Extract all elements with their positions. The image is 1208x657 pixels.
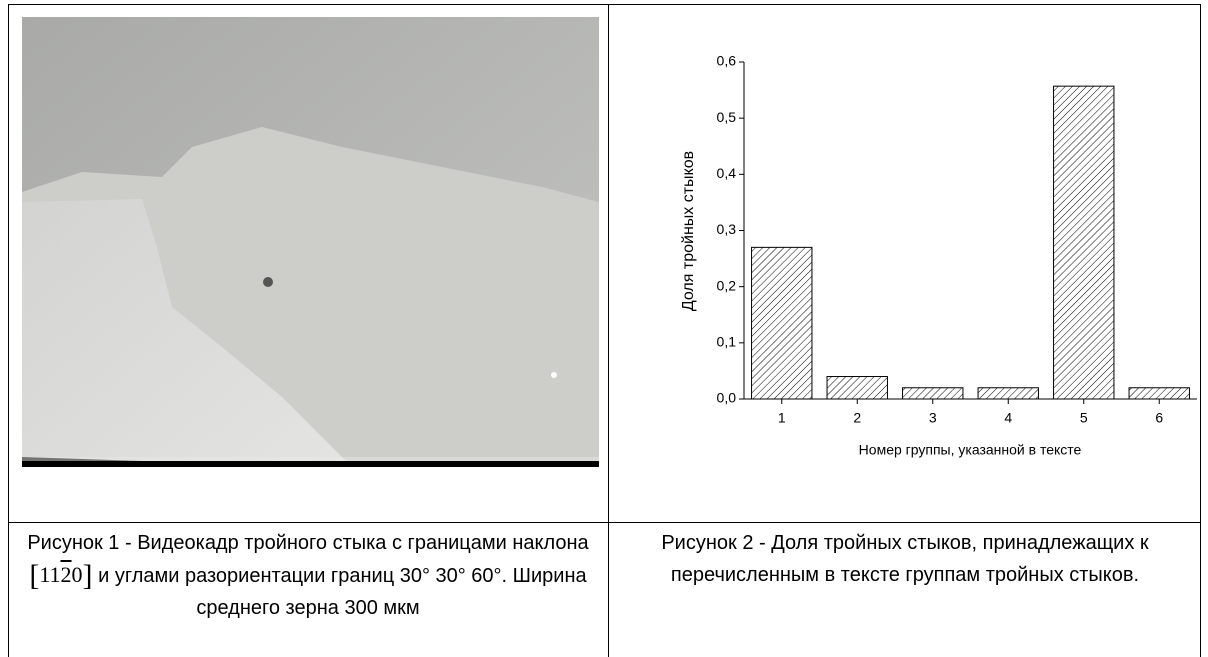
y-tick-label: 0,6 [717, 53, 737, 69]
x-tick-label: 1 [778, 410, 786, 426]
bar [827, 377, 887, 399]
x-axis-label: Номер группы, указанной в тексте [859, 442, 1082, 458]
y-tick-label: 0,2 [717, 277, 737, 293]
bar [903, 388, 963, 399]
miller-index: 2 [61, 562, 72, 587]
page: Номер группы, указанной в тексте Доля тр… [0, 0, 1208, 657]
y-tick-label: 0,5 [717, 109, 737, 125]
photo [22, 17, 599, 467]
y-tick-label: 0,3 [717, 221, 737, 237]
x-tick-label: 2 [853, 410, 861, 426]
bar [978, 388, 1038, 399]
caption: Рисунок 2 - Доля тройных стыков, принадл… [625, 527, 1185, 591]
caption-text: и углами разориентации границ 30° 30° 60… [98, 565, 587, 619]
y-tick-label: 0,0 [717, 390, 737, 406]
x-tick-label: 6 [1155, 410, 1163, 426]
y-axis-label: Доля тройных стыков [680, 151, 697, 311]
miller-index: 11 [39, 562, 60, 587]
y-tick-label: 0,1 [717, 334, 737, 350]
bar [752, 247, 812, 399]
x-tick-label: 4 [1004, 410, 1012, 426]
miller-index: 0 [72, 562, 83, 587]
caption-text: Рисунок 2 - Доля тройных стыков, принадл… [661, 532, 1148, 586]
x-tick-label: 5 [1080, 410, 1088, 426]
chart: Номер группы, указанной в тексте Доля тр… [609, 5, 1199, 521]
x-tick-label: 3 [929, 410, 937, 426]
y-tick-label: 0,4 [717, 165, 737, 181]
caption-text: Рисунок 1 - Видеокадр тройного стыка с г… [27, 532, 588, 554]
bar [1054, 86, 1114, 399]
caption: Рисунок 1 - Видеокадр тройного стыка с г… [18, 527, 598, 624]
bar [1129, 388, 1189, 399]
